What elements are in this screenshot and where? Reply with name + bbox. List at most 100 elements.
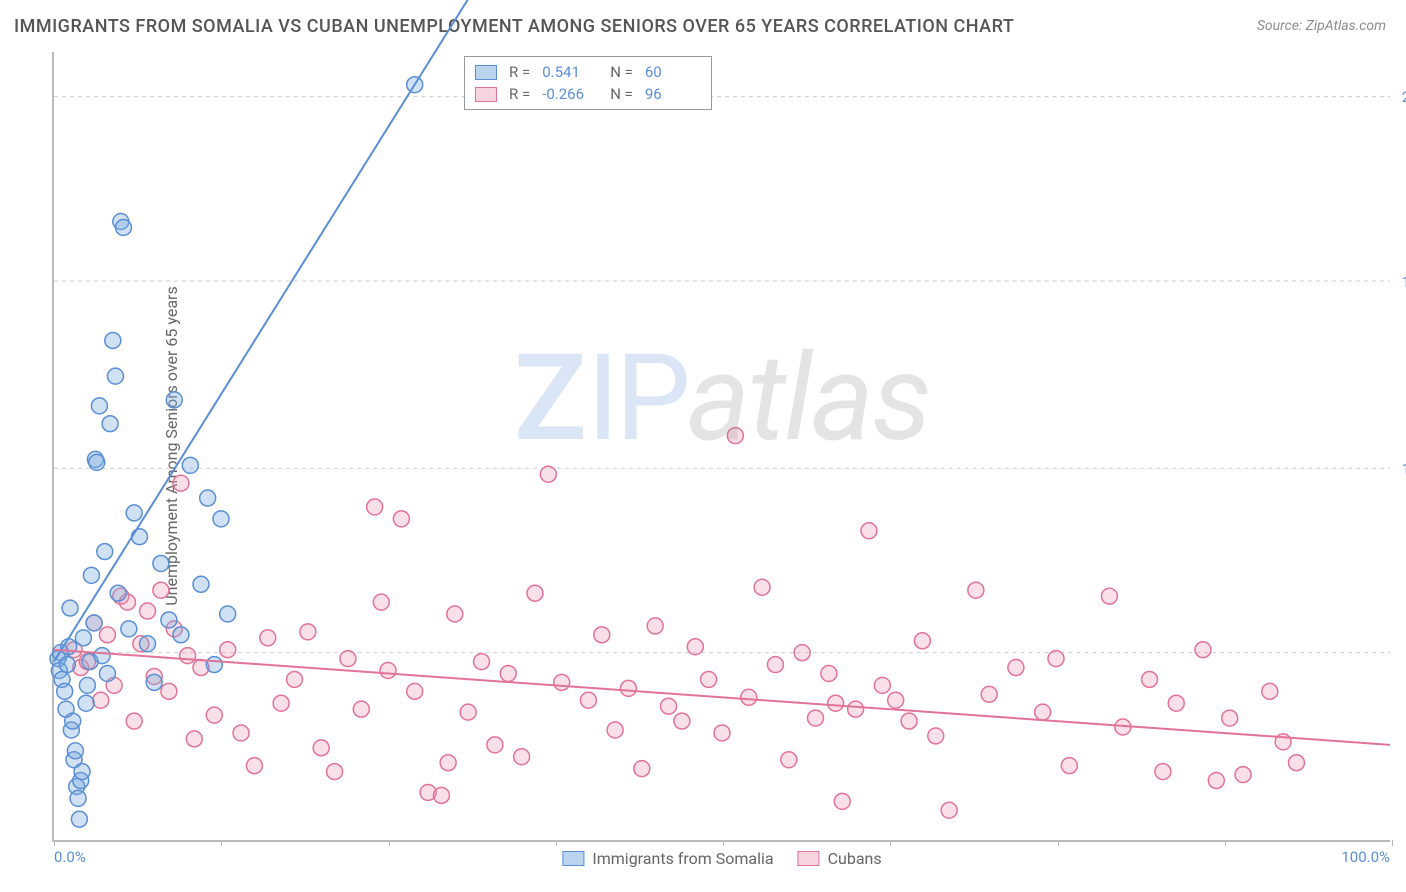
x-tick-mark [1058,840,1059,846]
data-point [71,811,87,827]
stats-legend: R = 0.541 N = 60 R = -0.266 N = 96 [464,56,712,110]
x-tick-mark [389,840,390,846]
data-point [393,511,409,527]
data-point [460,704,476,720]
data-point [808,710,824,726]
n-value-blue: 60 [645,61,701,83]
data-point [861,523,877,539]
data-point [1101,588,1117,604]
data-point [1195,642,1211,658]
data-point [206,657,222,673]
data-point [714,725,730,741]
chart-svg [54,52,1390,840]
r-label: R = [509,61,530,83]
data-point [79,677,95,693]
data-point [93,692,109,708]
data-point [594,627,610,643]
data-point [153,555,169,571]
y-tick-label: 12.5% [1390,460,1406,478]
n-label: N = [610,83,633,105]
data-point [373,594,389,610]
data-point [1222,710,1238,726]
x-tick-min: 0.0% [54,848,86,866]
x-tick-max: 100.0% [1341,848,1390,866]
source-attribution: Source: ZipAtlas.com [1257,18,1386,34]
data-point [70,790,86,806]
data-point [1235,767,1251,783]
y-tick-label: 6.3% [1390,645,1406,663]
data-point [674,713,690,729]
data-point [286,671,302,687]
data-point [727,428,743,444]
data-point [500,665,516,681]
data-point [173,627,189,643]
x-tick-mark [723,840,724,846]
x-tick-mark [54,840,55,846]
data-point [233,725,249,741]
data-point [834,793,850,809]
n-value-pink: 96 [645,83,701,105]
data-point [687,639,703,655]
x-tick-mark [556,840,557,846]
data-point [767,657,783,673]
series-legend: Immigrants from Somalia Cubans [562,849,881,868]
data-point [540,466,556,482]
data-point [367,499,383,515]
data-point [99,627,115,643]
data-point [554,674,570,690]
data-point [928,728,944,744]
data-point [83,567,99,583]
y-tick-label: 18.8% [1390,273,1406,291]
r-label: R = [509,83,530,105]
data-point [340,651,356,667]
data-point [874,677,890,693]
data-point [57,683,73,699]
data-point [514,749,530,765]
data-point [220,606,236,622]
data-point [206,707,222,723]
data-point [126,505,142,521]
data-point [620,680,636,696]
data-point [1155,764,1171,780]
data-point [94,648,110,664]
data-point [914,633,930,649]
data-point [62,600,78,616]
data-point [527,585,543,601]
r-value-pink: -0.266 [542,83,598,105]
data-point [741,689,757,705]
data-point [180,648,196,664]
data-point [115,219,131,235]
data-point [75,630,91,646]
data-point [487,737,503,753]
trend-line [54,0,482,662]
data-point [91,398,107,414]
data-point [146,674,162,690]
data-point [213,511,229,527]
data-point [99,665,115,681]
data-point [220,642,236,658]
y-tick-label: 25.0% [1390,88,1406,106]
data-point [1262,683,1278,699]
data-point [121,621,137,637]
data-point [781,752,797,768]
data-point [161,683,177,699]
data-point [968,582,984,598]
data-point [173,475,189,491]
data-point [1288,755,1304,771]
x-tick-mark [221,840,222,846]
data-point [474,654,490,670]
data-point [313,740,329,756]
data-point [140,636,156,652]
r-value-blue: 0.541 [542,61,598,83]
n-label: N = [610,61,633,83]
data-point [273,695,289,711]
data-point [200,490,216,506]
plot-area: ZIPatlas R = 0.541 N = 60 R = -0.266 N =… [52,52,1390,842]
data-point [1061,758,1077,774]
data-point [1035,704,1051,720]
data-point [848,701,864,717]
data-point [67,743,83,759]
data-point [110,585,126,601]
data-point [828,695,844,711]
data-point [353,701,369,717]
